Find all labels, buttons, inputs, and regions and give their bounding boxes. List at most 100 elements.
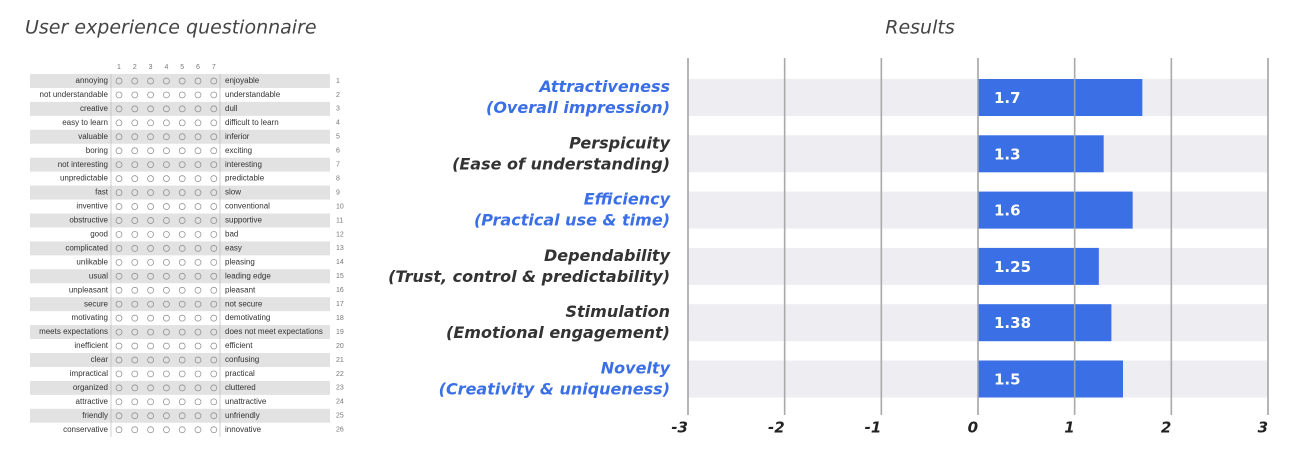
- row-number: 12: [336, 231, 344, 238]
- bar: [978, 191, 1133, 229]
- left-term: not understandable: [40, 90, 109, 99]
- radio-option: [131, 77, 139, 85]
- radio-option: [131, 217, 139, 224]
- chart-title: Results: [885, 17, 955, 39]
- row-number: 13: [336, 245, 344, 252]
- radio-option: [178, 245, 186, 252]
- row-number: 14: [336, 259, 344, 266]
- row-number: 26: [336, 427, 344, 434]
- radio-option: [131, 161, 139, 169]
- radio-option: [131, 119, 139, 127]
- bar: [978, 304, 1112, 342]
- category-label: Perspicuity: [569, 133, 671, 152]
- right-term: difficult to learn: [225, 118, 279, 127]
- radio-option: [115, 77, 123, 85]
- radio-option: [115, 314, 123, 322]
- left-term: inventive: [76, 202, 108, 211]
- row-number: 5: [336, 134, 340, 141]
- category-note: (Emotional engagement): [446, 323, 670, 342]
- radio-option: [147, 426, 154, 434]
- right-term: understandable: [225, 90, 281, 99]
- value-label: 1.25: [994, 258, 1031, 276]
- right-term: interesting: [225, 160, 262, 169]
- radio-option: [163, 147, 170, 155]
- radio-option: [210, 314, 218, 322]
- radio-option: [115, 91, 123, 99]
- radio-option: [210, 300, 218, 308]
- radio-option: [194, 314, 202, 322]
- row-number: 6: [336, 148, 340, 155]
- radio-option: [178, 412, 186, 420]
- radio-option: [115, 133, 123, 141]
- row-number: 19: [336, 329, 344, 336]
- radio-option: [147, 119, 154, 127]
- radio-option: [131, 245, 139, 252]
- radio-option: [194, 384, 202, 392]
- row-number: 1: [336, 78, 340, 85]
- radio-option: [115, 300, 123, 308]
- radio-option: [194, 217, 202, 224]
- radio-option: [163, 272, 170, 280]
- radio-option: [178, 161, 186, 169]
- radio-option: [210, 189, 218, 196]
- row-number: 24: [336, 399, 344, 406]
- radio-option: [178, 147, 186, 155]
- radio-option: [178, 300, 186, 308]
- radio-option: [194, 245, 202, 252]
- row-number: 3: [336, 106, 340, 113]
- row-background: [30, 241, 330, 256]
- radio-option: [210, 203, 218, 210]
- radio-option: [163, 119, 170, 127]
- radio-option: [163, 175, 170, 182]
- row-number: 9: [336, 189, 340, 196]
- radio-option: [147, 245, 154, 252]
- right-term: supportive: [225, 216, 262, 225]
- scale-label: 2: [133, 64, 137, 71]
- radio-option: [131, 398, 139, 406]
- radio-option: [178, 77, 186, 85]
- radio-option: [163, 300, 170, 308]
- radio-option: [115, 272, 123, 280]
- right-term: pleasing: [225, 257, 255, 266]
- row-number: 16: [336, 287, 344, 294]
- right-term: unattractive: [225, 397, 267, 406]
- radio-option: [163, 314, 170, 322]
- value-label: 1.7: [994, 89, 1021, 107]
- left-term: clear: [91, 355, 109, 364]
- radio-option: [163, 356, 170, 364]
- row-background: [30, 129, 330, 144]
- radio-option: [147, 161, 154, 169]
- category-label: Stimulation: [565, 302, 670, 321]
- radio-option: [147, 231, 154, 238]
- radio-option: [115, 398, 123, 406]
- right-term: confusing: [225, 355, 259, 364]
- scale-label: 5: [180, 64, 184, 71]
- right-term: conventional: [225, 202, 270, 211]
- left-term: organized: [73, 383, 108, 392]
- radio-option: [210, 258, 218, 266]
- radio-option: [178, 91, 186, 99]
- row-number: 10: [336, 203, 344, 210]
- radio-option: [115, 203, 123, 210]
- radio-option: [147, 203, 154, 210]
- radio-option: [210, 133, 218, 141]
- left-term: friendly: [82, 411, 108, 420]
- radio-option: [194, 203, 202, 210]
- radio-option: [194, 356, 202, 364]
- radio-option: [131, 272, 139, 280]
- bar: [978, 247, 1099, 285]
- scale-label: 7: [212, 64, 216, 71]
- radio-option: [131, 231, 139, 238]
- radio-option: [163, 258, 170, 266]
- radio-option: [178, 370, 186, 378]
- radio-option: [210, 105, 218, 113]
- radio-option: [163, 161, 170, 169]
- radio-option: [131, 203, 139, 210]
- left-term: unpleasant: [69, 285, 109, 294]
- radio-option: [131, 412, 139, 420]
- radio-option: [194, 300, 202, 308]
- row-number: 18: [336, 315, 344, 322]
- left-term: fast: [95, 188, 109, 197]
- row-background: [30, 269, 330, 284]
